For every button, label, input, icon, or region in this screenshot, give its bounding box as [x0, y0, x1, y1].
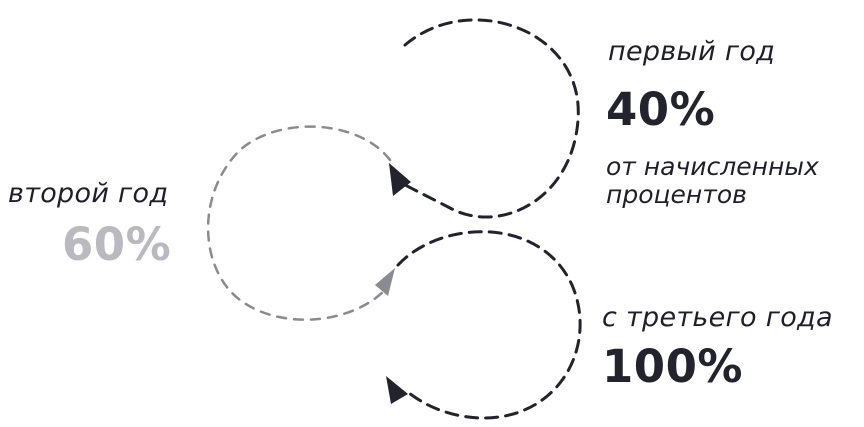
second-year-label: второй год [8, 178, 169, 209]
loop-path-second-year [206, 125, 392, 321]
arrowhead-first-year [389, 163, 411, 196]
second-year-value: 60% [62, 218, 172, 271]
arrowhead-second-year [375, 268, 395, 296]
third-year-label: с третьего года [602, 302, 833, 333]
loop-path-third-year [396, 230, 582, 420]
third-year-value: 100% [602, 340, 744, 393]
first-year-note-line2: процентов [606, 180, 747, 209]
first-year-value: 40% [606, 83, 716, 136]
arrowhead-third-year [386, 376, 408, 404]
loop-path-first-year [398, 18, 580, 219]
first-year-label: первый год [608, 36, 776, 67]
first-year-note-line1: от начисленных [606, 152, 819, 181]
